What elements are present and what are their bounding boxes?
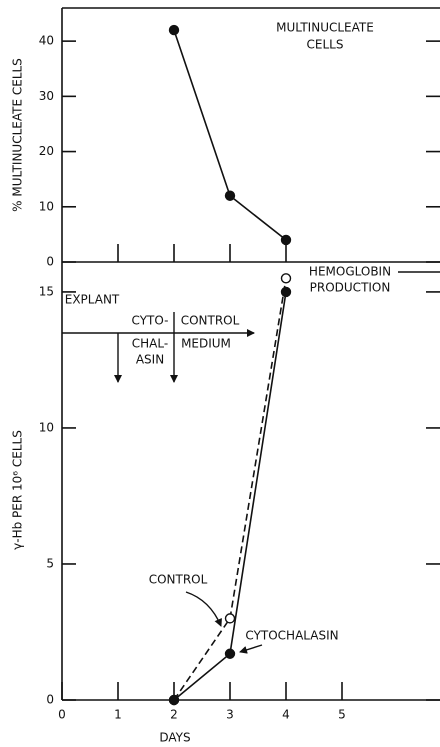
annotation: MULTINUCLEATE [276, 21, 374, 35]
x-tick-label: 0 [58, 708, 66, 722]
annotation: CYTO- [132, 314, 169, 328]
y-axis-label: γ-Hb PER 10⁶ CELLS [11, 430, 25, 550]
marker [224, 190, 236, 201]
y-axis-label: % MULTINUCLEATE CELLS [11, 58, 25, 212]
annotation: CHAL- [132, 337, 168, 351]
y-tick-label: 40 [39, 34, 54, 48]
marker [168, 24, 180, 36]
y-tick-label: 20 [39, 144, 54, 158]
annotation: EXPLANT [65, 293, 120, 307]
annotation: CONTROL [181, 314, 240, 328]
x-axis-label: DAYS [159, 731, 190, 745]
marker [280, 273, 292, 284]
annotation: PRODUCTION [310, 281, 391, 295]
annotation: MEDIUM [181, 337, 231, 351]
x-tick-label: 3 [226, 708, 234, 722]
y-tick-label: 15 [39, 284, 54, 298]
marker [280, 234, 292, 246]
y-tick-label: 0 [46, 255, 54, 269]
label-arrow [185, 591, 222, 627]
y-tick-label: 10 [39, 420, 54, 434]
annotation: CELLS [307, 38, 344, 52]
y-tick-label: 0 [46, 693, 54, 707]
y-tick-label: 30 [39, 89, 54, 103]
series-label: CYTOCHALASIN [245, 629, 338, 643]
y-tick-label: 5 [46, 556, 54, 570]
series-label: CONTROL [149, 573, 208, 587]
annotation: ASIN [136, 353, 164, 367]
marker [168, 694, 180, 706]
label-arrow [239, 644, 263, 654]
marker [280, 286, 292, 298]
marker [224, 613, 236, 624]
series-line [173, 29, 287, 241]
x-tick-label: 1 [114, 708, 122, 722]
marker [224, 648, 236, 659]
annotation: HEMOGLOBIN [309, 265, 391, 279]
x-tick-label: 4 [282, 708, 290, 722]
y-tick-label: 10 [39, 199, 54, 213]
x-tick-label: 2 [170, 708, 178, 722]
x-tick-label: 5 [338, 708, 346, 722]
